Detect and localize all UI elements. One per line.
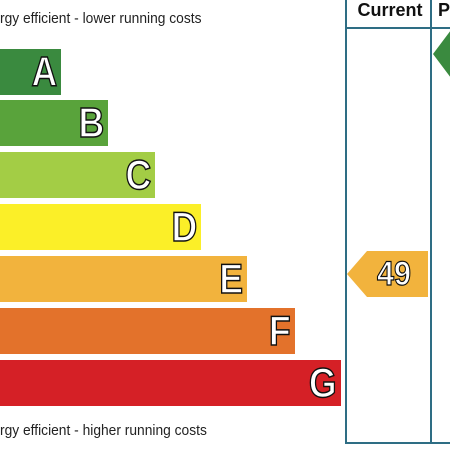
current-rating-value: 49 [376, 254, 412, 293]
current-column-header: Current [357, 0, 423, 20]
band-b-letter: B [78, 99, 105, 146]
rating-bands: A B C D E F G [0, 49, 341, 406]
top-caption: rgy efficient - lower running costs [0, 10, 202, 27]
bottom-caption: rgy efficient - higher running costs [0, 422, 207, 439]
band-f: F [0, 308, 295, 354]
band-e: E [0, 256, 247, 302]
band-b: B [0, 100, 108, 146]
potential-rating-arrow [433, 31, 450, 77]
band-c-letter: C [125, 151, 152, 198]
band-e-letter: E [219, 255, 244, 302]
band-c: C [0, 152, 155, 198]
frame-line-left [345, 0, 347, 444]
band-g-letter: G [309, 359, 338, 406]
potential-column-header: P [438, 0, 450, 20]
frame-bottom-line [345, 442, 450, 444]
band-g: G [0, 360, 341, 406]
current-rating-arrow [347, 251, 428, 297]
band-d-letter: D [171, 203, 198, 250]
band-a-letter: A [31, 48, 58, 95]
header-divider [345, 27, 450, 29]
band-d: D [0, 204, 201, 250]
band-a: A [0, 49, 61, 95]
frame-line-middle [430, 0, 432, 444]
band-f-letter: F [269, 307, 292, 354]
